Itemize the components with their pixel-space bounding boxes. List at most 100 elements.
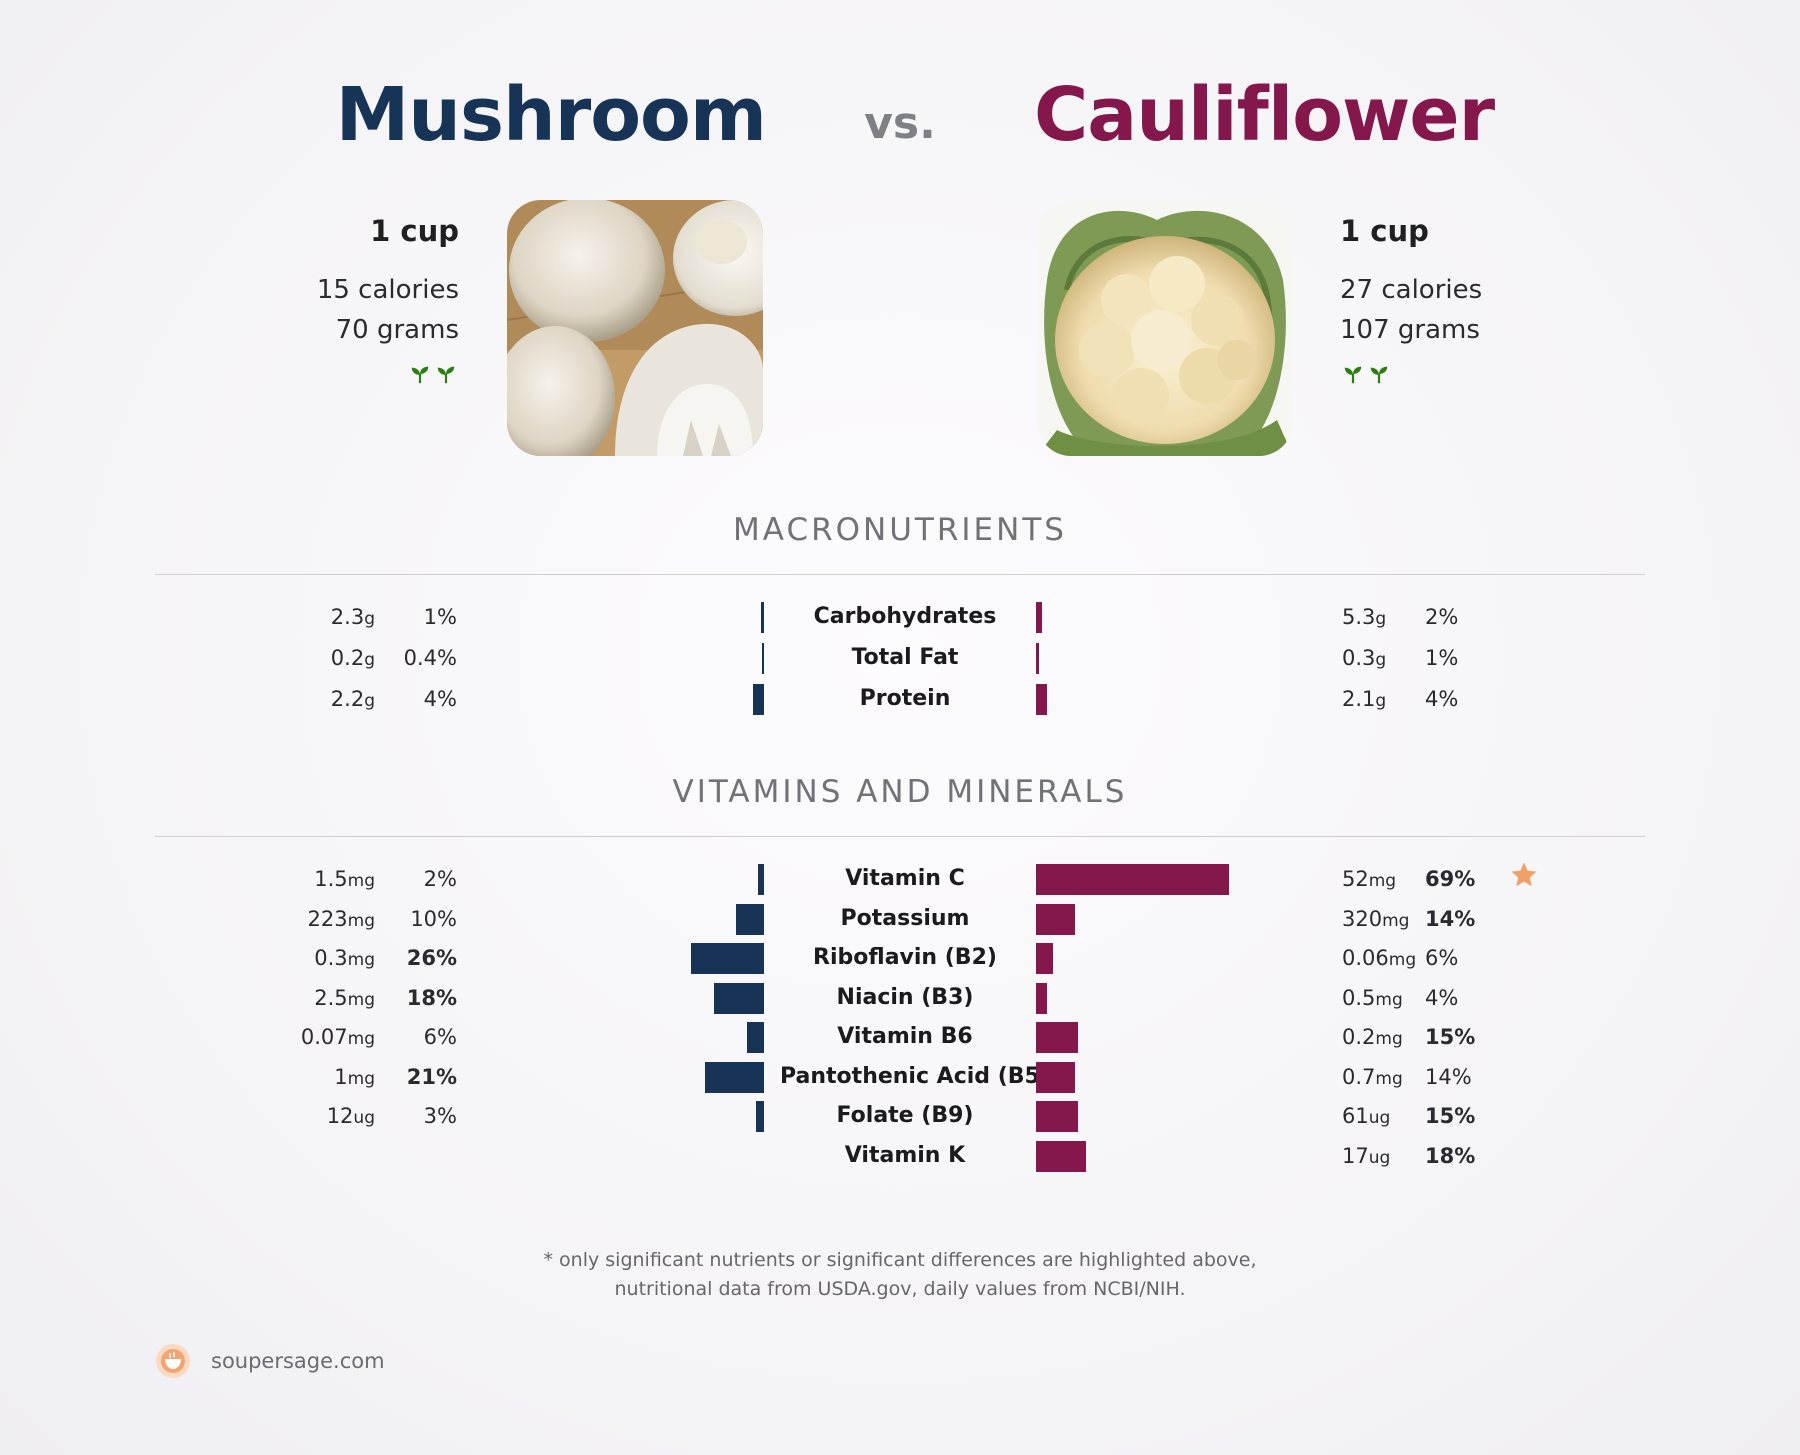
left-percent-value: 4% [423,687,457,711]
left-bar [761,602,764,633]
right-amount-value: 0.06 [1342,946,1389,970]
right-amount: 52mg [1342,862,1422,898]
right-food-title: Cauliflower [1034,72,1495,158]
right-percent-value: 18% [1425,1143,1476,1168]
right-amount-unit: mg [1375,989,1403,1010]
left-amount-value: 0.3 [314,946,348,970]
right-bar [1036,1140,1087,1172]
nutrient-row: 223mg 10% 320mg 14% Potassium [0,902,1800,936]
soupersage-logo-icon [156,1344,190,1378]
left-amount: 12ug [255,1099,375,1135]
right-percent: 1% [1425,641,1495,675]
right-bar [1036,1022,1078,1053]
left-percent: 21% [387,1060,457,1094]
right-amount-unit: mg [1375,1068,1403,1089]
nutrient-row: 1mg 21% 0.7mg 14% Pantothenic Acid (B5) [0,1060,1800,1094]
right-amount-value: 0.3 [1342,646,1376,670]
right-calories: 27 calories [1340,275,1483,305]
nutrient-name: Folate (B9) [836,1103,974,1128]
left-amount: 1mg [255,1060,375,1096]
right-percent: 69% [1425,862,1495,896]
left-percent-value: 3% [423,1104,457,1128]
versus-label: vs. [864,98,936,149]
left-percent: 26% [387,941,457,975]
right-percent: 2% [1425,600,1495,634]
right-bar [1036,982,1048,1014]
nutrient-row: 0.07mg 6% 0.2mg 15% Vitamin B6 [0,1020,1800,1054]
left-amount: 0.2g [255,641,375,677]
right-amount-unit: mg [1388,950,1417,970]
right-percent-value: 15% [1425,1025,1476,1049]
right-percent: 4% [1425,682,1495,716]
nutrient-name: Riboflavin (B2) [813,945,997,970]
nutrient-row: 12ug 3% 61ug 15% Folate (B9) [0,1099,1800,1133]
left-amount-value: 1.5 [314,867,348,891]
vitamins-heading: VITAMINS AND MINERALS [672,774,1128,810]
left-percent: 4% [387,682,457,716]
right-bar [1036,1061,1076,1093]
right-percent-value: 1% [1425,646,1459,670]
right-sprout-icons [1340,362,1600,388]
sprout-icon [411,366,429,384]
nutrient-name: Vitamin K [844,1142,966,1168]
left-food-info: 1 cup 15 calories 70 grams [199,214,459,388]
left-calories: 15 calories [316,275,459,305]
nutrient-name: Protein [859,686,951,711]
right-amount-value: 320 [1342,906,1383,931]
left-weight: 70 grams [335,315,459,345]
left-amount-unit: mg [347,910,375,931]
brand-text[interactable]: soupersage.com [211,1349,385,1373]
left-percent-value: 26% [406,946,457,970]
left-amount-unit: ug [353,1108,375,1128]
right-percent-value: 69% [1425,867,1476,891]
right-amount: 0.3g [1342,641,1422,677]
right-amount: 5.3g [1342,600,1422,636]
left-bar [705,1061,764,1093]
sprout-icon [1344,366,1362,384]
right-serving-size: 1 cup [1340,214,1429,248]
right-amount-unit: ug [1368,1147,1391,1168]
left-bar [747,1022,764,1053]
right-percent: 18% [1425,1139,1495,1173]
footnote-line-1: * only significant nutrients or signific… [543,1249,1257,1271]
left-amount: 0.07mg [255,1020,375,1056]
right-bar [1036,903,1076,935]
nutrient-row: 1.5mg 2% 52mg 69% Vitamin C [0,862,1800,896]
left-bar [691,943,764,974]
nutrient-row: 2.3g 1% 5.3g 2% Carbohydrates [0,600,1800,634]
right-percent-value: 14% [1425,906,1476,931]
right-percent: 14% [1425,1060,1495,1094]
nutrient-name: Vitamin B6 [837,1024,973,1049]
left-percent-value: 1% [423,605,457,629]
nutrient-row: 2.2g 4% 2.1g 4% Protein [0,682,1800,716]
right-percent: 14% [1425,902,1495,936]
left-sprout-icons [199,362,459,388]
mushroom-photo [507,200,763,456]
right-percent: 15% [1425,1020,1495,1054]
left-bar [762,643,764,674]
footnote: * only significant nutrients or signific… [0,1246,1800,1304]
left-percent: 6% [387,1020,457,1054]
right-percent-value: 15% [1425,1104,1476,1128]
left-amount: 2.5mg [255,981,375,1017]
nutrient-row: 2.5mg 18% 0.5mg 4% Niacin (B3) [0,981,1800,1015]
brand[interactable]: soupersage.com [155,1343,385,1379]
cauliflower-photo [1037,200,1293,456]
right-percent-value: 4% [1425,985,1459,1010]
left-percent: 0.4% [387,641,457,675]
left-bar [736,903,764,935]
left-percent-value: 10% [410,906,457,931]
right-amount-value: 5.3 [1342,605,1376,629]
nutrient-row: 17ug 18% Vitamin K [0,1139,1800,1173]
right-amount: 0.2mg [1342,1020,1422,1056]
left-amount-value: 2.2 [330,687,365,711]
left-percent-value: 2% [423,867,457,891]
right-weight: 107 grams [1340,315,1480,345]
right-percent-value: 4% [1425,687,1459,711]
right-amount-unit: mg [1382,910,1410,931]
left-amount: 0.3mg [255,941,375,977]
left-amount: 2.3g [255,600,375,636]
right-amount-unit: g [1375,650,1387,670]
macronutrients-divider [155,574,1645,575]
nutrient-name: Niacin (B3) [836,984,974,1010]
